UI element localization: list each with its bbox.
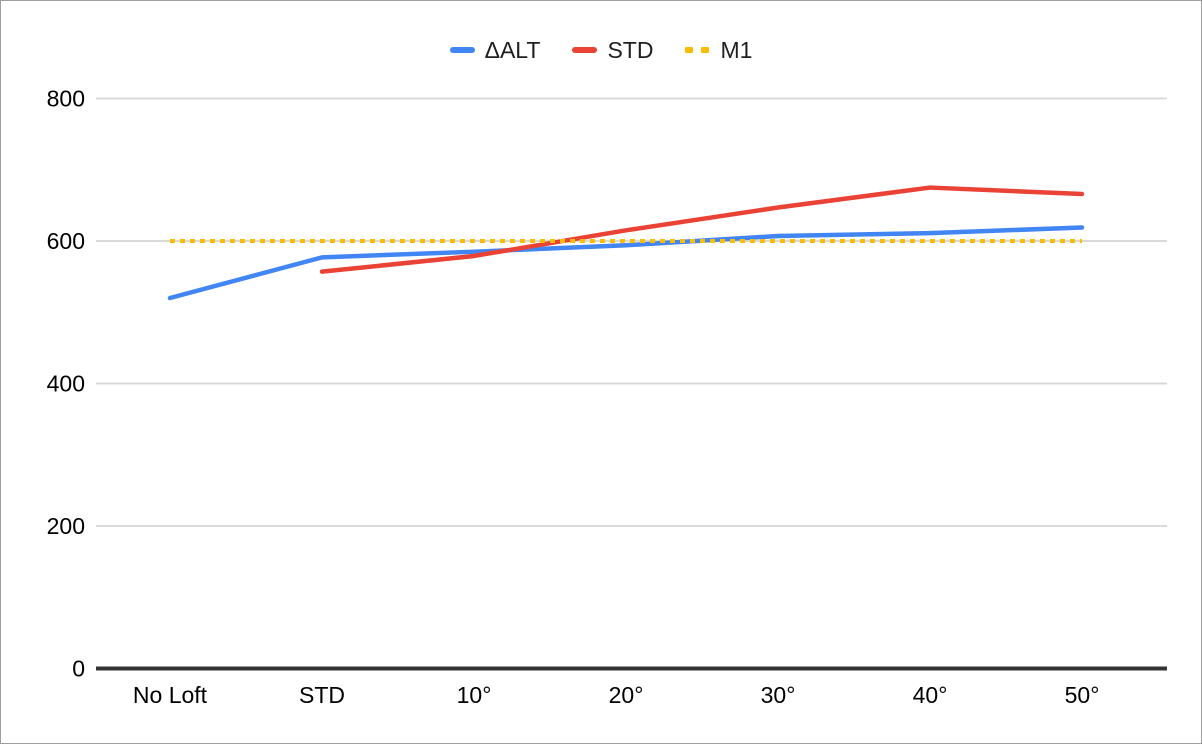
y-tick-label: 400 [47, 371, 85, 397]
x-tick-label: 20° [609, 682, 644, 708]
x-tick-label: STD [299, 682, 345, 708]
x-tick-label: 40° [913, 682, 948, 708]
series-line-1 [319, 185, 1085, 274]
x-tick-label: No Loft [133, 682, 208, 708]
y-tick-label: 200 [47, 513, 85, 539]
x-tick-label: 10° [457, 682, 492, 708]
y-tick-label: 0 [72, 656, 85, 682]
x-tick-label: 50° [1065, 682, 1100, 708]
x-tick-label: 30° [761, 682, 796, 708]
series-line-0 [167, 225, 1085, 301]
y-tick-label: 600 [47, 228, 85, 254]
y-tick-label: 800 [47, 86, 85, 112]
